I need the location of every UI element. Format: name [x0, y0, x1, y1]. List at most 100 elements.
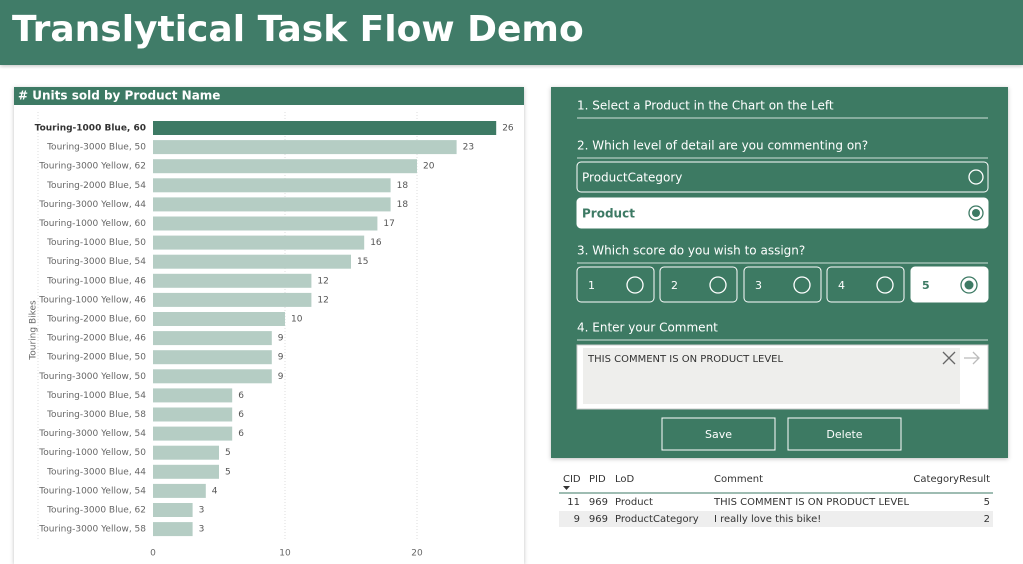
- data-label: 17: [383, 219, 394, 229]
- action-button-label: Delete: [826, 428, 862, 441]
- x-tick-label: 0: [150, 549, 156, 559]
- data-label: 5: [225, 448, 231, 458]
- data-label: 16: [370, 238, 382, 248]
- score-label: 5: [922, 279, 930, 292]
- bar[interactable]: [153, 331, 272, 346]
- step-heading: 1. Select a Product in the Chart on the …: [577, 99, 834, 113]
- data-label: 6: [238, 429, 244, 439]
- radio: [876, 276, 894, 294]
- score-option[interactable]: [576, 266, 655, 303]
- data-label: 4: [212, 486, 218, 496]
- table-cell: 969: [589, 497, 608, 508]
- bar[interactable]: [153, 216, 378, 231]
- bar[interactable]: [153, 407, 233, 422]
- bar[interactable]: [153, 369, 272, 384]
- chart-title-bar: [14, 87, 524, 105]
- radio: [709, 276, 727, 294]
- bar[interactable]: [153, 140, 457, 155]
- y-tick-label: Touring-3000 Yellow, 62: [38, 162, 146, 172]
- score-label: 2: [671, 279, 678, 292]
- bar[interactable]: [153, 254, 351, 269]
- comment-text: THIS COMMENT IS ON PRODUCT LEVEL: [587, 354, 783, 365]
- y-tick-label: Touring-1000 Yellow, 46: [38, 295, 146, 305]
- table-cell: 969: [589, 514, 608, 525]
- data-label: 3: [199, 525, 205, 535]
- sort-indicator: [563, 486, 570, 490]
- data-label: 15: [357, 257, 368, 267]
- table-cell: 11: [567, 497, 580, 508]
- table-cell: ProductCategory: [615, 514, 699, 525]
- table-header: PID: [589, 474, 606, 485]
- data-label: 20: [423, 162, 435, 172]
- action-button[interactable]: [661, 417, 776, 451]
- data-label: 26: [502, 124, 514, 134]
- detail-option[interactable]: [576, 161, 989, 193]
- data-label: 9: [278, 334, 284, 344]
- score-label: 3: [755, 279, 762, 292]
- y-tick-label: Touring-1000 Yellow, 50: [38, 448, 146, 458]
- bar[interactable]: [153, 388, 233, 403]
- table-header: CategoryResult: [913, 474, 990, 485]
- table-cell: THIS COMMENT IS ON PRODUCT LEVEL: [713, 497, 909, 508]
- y-axis-label: Touring Bikes: [29, 300, 39, 361]
- detail-option-label: Product: [582, 207, 635, 221]
- bar[interactable]: [153, 178, 391, 193]
- radio: [960, 276, 978, 294]
- bar[interactable]: [153, 273, 312, 288]
- table-cell: 2: [984, 514, 990, 525]
- score-option[interactable]: [659, 266, 738, 303]
- y-tick-label: Touring-3000 Blue, 44: [46, 467, 146, 477]
- data-label: 3: [199, 506, 205, 516]
- score-option[interactable]: [743, 266, 822, 303]
- action-button[interactable]: [787, 417, 902, 451]
- bar[interactable]: [153, 445, 219, 460]
- bar[interactable]: [153, 121, 497, 135]
- action-button-label: Save: [705, 428, 732, 441]
- data-label: 6: [238, 391, 244, 401]
- bar[interactable]: [153, 350, 272, 365]
- y-tick-label: Touring-2000 Blue, 50: [46, 353, 146, 363]
- y-tick-label: Touring-1000 Yellow, 54: [38, 486, 146, 496]
- bar[interactable]: [153, 197, 391, 212]
- y-tick-label: Touring-2000 Blue, 54: [46, 181, 146, 191]
- table-header: LoD: [615, 474, 635, 485]
- bar[interactable]: [153, 503, 193, 517]
- bar[interactable]: [153, 483, 206, 498]
- y-tick-label: Touring-1000 Blue, 60: [35, 124, 146, 134]
- bar[interactable]: [153, 312, 285, 326]
- bar[interactable]: [153, 426, 233, 441]
- data-label: 9: [278, 372, 284, 382]
- bar[interactable]: [153, 159, 417, 174]
- data-label: 6: [238, 410, 244, 420]
- bar[interactable]: [153, 522, 193, 537]
- score-label: 4: [838, 279, 845, 292]
- y-tick-label: Touring-3000 Blue, 58: [46, 410, 146, 420]
- y-tick-label: Touring-1000 Blue, 54: [46, 391, 146, 401]
- table-header: CID: [563, 474, 581, 485]
- table-cell: I really love this bike!: [714, 514, 821, 525]
- bar[interactable]: [153, 235, 365, 250]
- row-band: [559, 511, 993, 527]
- radio: [968, 205, 984, 221]
- table-header: Comment: [714, 474, 763, 485]
- comment-input[interactable]: [583, 348, 960, 404]
- bar[interactable]: [153, 292, 312, 307]
- header-bar: [0, 0, 1023, 65]
- data-label: 5: [225, 467, 231, 477]
- step-heading: 3. Which score do you wish to assign?: [577, 244, 805, 258]
- radio: [793, 276, 811, 294]
- submit-icon[interactable]: [964, 351, 980, 365]
- clear-icon[interactable]: [942, 351, 956, 365]
- detail-option[interactable]: [576, 197, 989, 229]
- x-tick-label: 20: [411, 549, 423, 559]
- data-label: 12: [317, 295, 328, 305]
- x-tick-label: 10: [279, 549, 291, 559]
- y-tick-label: Touring-3000 Blue, 62: [46, 506, 146, 516]
- bar[interactable]: [153, 464, 219, 479]
- score-option[interactable]: [826, 266, 905, 303]
- data-label: 18: [397, 181, 409, 191]
- y-tick-label: Touring-2000 Blue, 60: [46, 315, 146, 325]
- table-cell: Product: [615, 497, 653, 508]
